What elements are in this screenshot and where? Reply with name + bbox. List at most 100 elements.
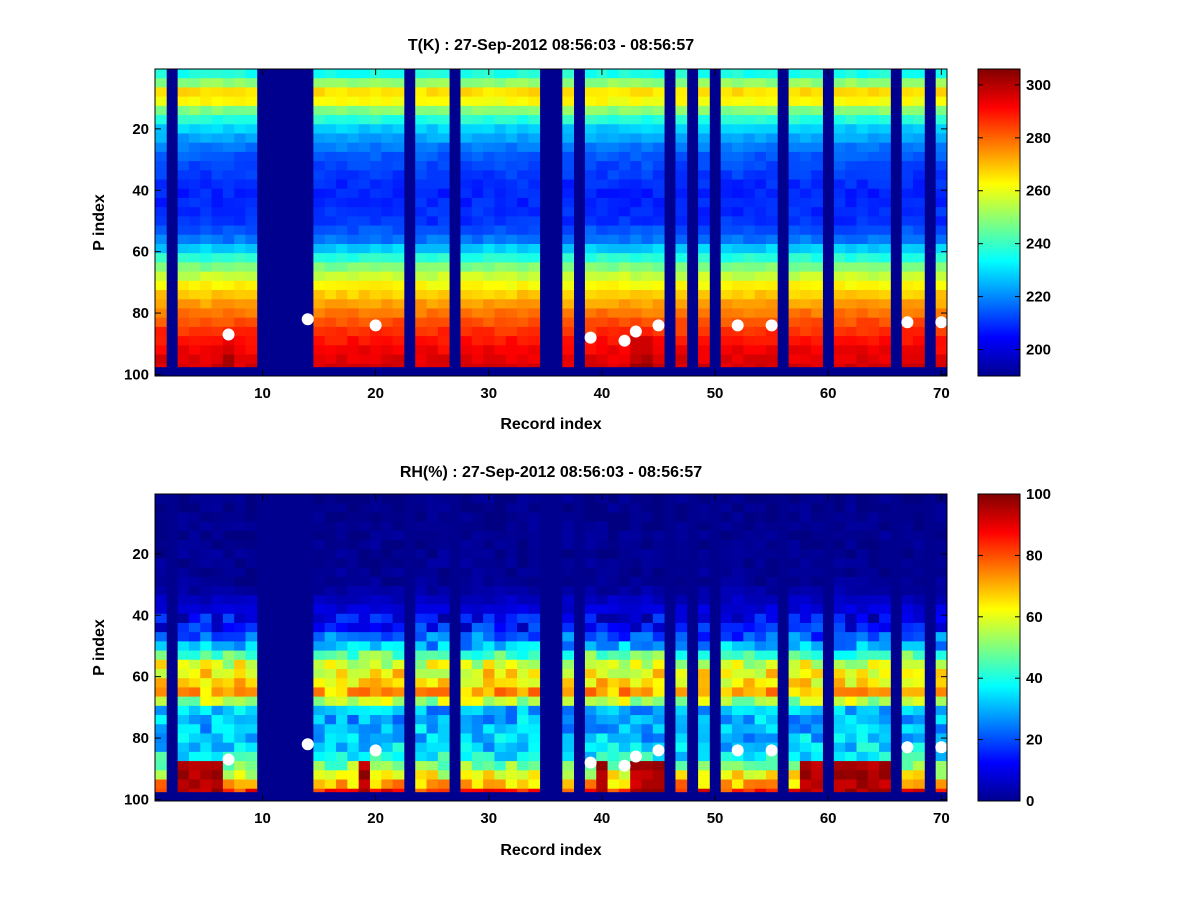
humidity-heatmap-cell [369, 503, 382, 513]
humidity-heatmap-cell [437, 521, 450, 532]
humidity-heatmap-cell [358, 604, 371, 615]
temperature-heatmap-cell [471, 326, 484, 337]
temperature-heatmap-cell [471, 290, 484, 300]
temperature-heatmap-cell [754, 363, 767, 368]
humidity-heatmap-cell [415, 761, 427, 771]
humidity-heatmap-cell [845, 604, 857, 615]
humidity-heatmap-cell [720, 779, 733, 790]
temperature-heatmap-cell [336, 253, 348, 263]
temperature-heatmap-cell [901, 179, 914, 190]
humidity-heatmap-cell [630, 586, 642, 596]
humidity-heatmap-cell [517, 521, 529, 532]
temperature-heatmap-cell [347, 308, 360, 319]
humidity-heatmap-cell [765, 650, 778, 661]
humidity-heatmap-cell [471, 678, 484, 688]
humidity-heatmap-cell [426, 659, 439, 670]
humidity-heatmap-cell [607, 549, 620, 559]
temperature-heatmap-cell [698, 133, 710, 144]
humidity-heatmap-cell [177, 650, 190, 661]
temperature-heatmap-cell [743, 188, 756, 199]
humidity-heatmap-cell [584, 604, 597, 615]
temperature-heatmap-cell [415, 354, 427, 365]
humidity-heatmap-cell [381, 540, 393, 550]
temperature-heatmap-cell [188, 317, 201, 328]
temperature-heatmap-cell [155, 105, 167, 116]
humidity-heatmap-cell [596, 530, 608, 541]
humidity-heatmap-cell [732, 705, 744, 716]
temperature-heatmap-cell [754, 115, 767, 125]
temperature-heatmap-cell [347, 96, 360, 107]
temperature-y-tick-label: 60 [132, 244, 149, 261]
temperature-heatmap-cell [347, 188, 360, 199]
temperature-heatmap-cell [901, 161, 914, 171]
humidity-y-axis-label: P index [91, 619, 108, 676]
humidity-heatmap-cell [754, 530, 767, 541]
temperature-heatmap-cell [381, 142, 393, 153]
humidity-heatmap-cell [336, 632, 348, 642]
humidity-heatmap-cell [392, 549, 405, 559]
humidity-heatmap-cell [698, 788, 710, 793]
temperature-heatmap-cell [743, 96, 756, 107]
humidity-heatmap-cell [188, 678, 201, 688]
temperature-heatmap-cell [596, 336, 608, 346]
humidity-heatmap-cell [845, 779, 857, 790]
humidity-heatmap-cell [392, 751, 405, 762]
humidity-heatmap-cell [336, 613, 348, 624]
temperature-heatmap-cell [732, 133, 744, 144]
temperature-heatmap-cell [369, 299, 382, 309]
humidity-heatmap-cell [867, 788, 880, 793]
temperature-heatmap-cell [754, 326, 767, 337]
humidity-heatmap-cell [765, 521, 778, 532]
temperature-heatmap-cell [811, 115, 823, 125]
temperature-heatmap-cell [799, 133, 812, 144]
humidity-heatmap-cell [732, 567, 744, 578]
temperature-heatmap-cell [845, 87, 857, 98]
humidity-heatmap-cell [245, 595, 258, 605]
humidity-heatmap-cell [856, 604, 869, 615]
temperature-heatmap-cell [155, 243, 167, 254]
humidity-heatmap-cell [155, 530, 167, 541]
temperature-heatmap-cell [347, 225, 360, 236]
temperature-heatmap-cell [177, 133, 190, 144]
humidity-heatmap-cell [188, 549, 201, 559]
humidity-heatmap-cell [528, 715, 541, 725]
humidity-heatmap-cell [901, 696, 914, 707]
temperature-heatmap-cell [234, 151, 246, 162]
temperature-heatmap-cell [369, 96, 382, 107]
humidity-heatmap-cell [222, 696, 235, 707]
temperature-heatmap-cell [833, 133, 846, 144]
temperature-heatmap-cell [867, 243, 880, 254]
humidity-heatmap-cell [720, 604, 733, 615]
temperature-heatmap-cell [856, 96, 869, 107]
humidity-heatmap-cell [607, 512, 620, 523]
humidity-heatmap-cell [607, 724, 620, 734]
humidity-heatmap-cell [313, 687, 326, 698]
temperature-heatmap-cell [483, 262, 495, 273]
temperature-heatmap-cell [200, 105, 212, 116]
temperature-heatmap-cell [155, 170, 167, 180]
temperature-heatmap-cell [483, 161, 495, 171]
temperature-heatmap-cell [483, 197, 495, 208]
humidity-heatmap-cell [901, 687, 914, 698]
temperature-heatmap-cell [901, 197, 914, 208]
humidity-heatmap-cell [720, 494, 733, 504]
temperature-heatmap-cell [460, 124, 473, 134]
temperature-heatmap-cell [245, 262, 258, 273]
temperature-heatmap-cell [347, 207, 360, 217]
humidity-heatmap-cell [505, 549, 518, 559]
humidity-heatmap-cell [369, 733, 382, 744]
temperature-heatmap-cell [528, 87, 541, 98]
temperature-heatmap-cell [607, 124, 620, 134]
temperature-heatmap-cell [369, 308, 382, 319]
temperature-heatmap-cell [856, 133, 869, 144]
humidity-heatmap-cell [517, 632, 529, 642]
humidity-heatmap-cell [935, 770, 948, 780]
humidity-heatmap-cell [369, 779, 382, 790]
temperature-heatmap-cell [517, 197, 529, 208]
humidity-heatmap-cell [234, 586, 246, 596]
temperature-heatmap-cell [234, 197, 246, 208]
temperature-heatmap-cell [732, 87, 744, 98]
temperature-heatmap-cell [211, 170, 224, 180]
humidity-heatmap-cell [867, 650, 880, 661]
humidity-heatmap-cell [584, 567, 597, 578]
